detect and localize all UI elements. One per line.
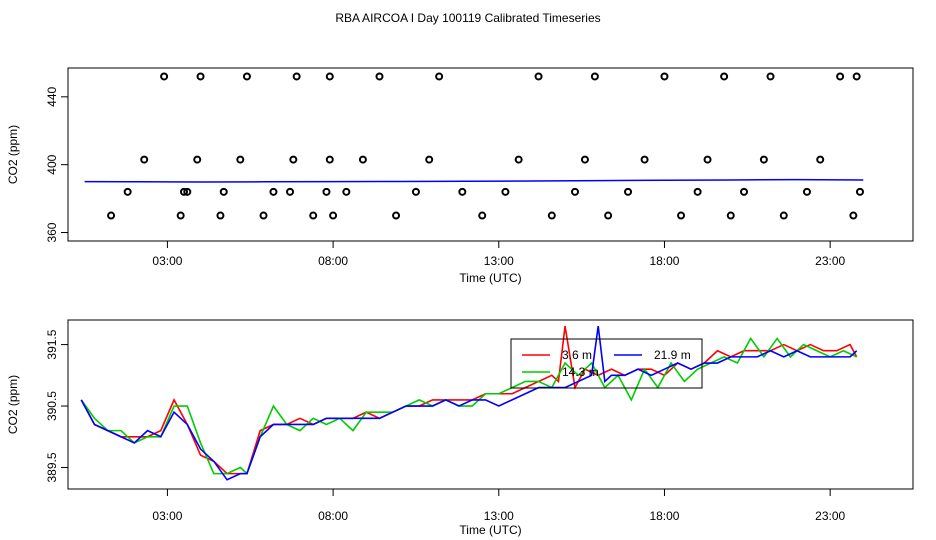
scatter-point: [836, 72, 845, 81]
y-tick-label: 391.5: [45, 329, 59, 359]
scatter-point: [501, 187, 510, 196]
plot-frame: [67, 67, 914, 242]
series-line-1: [80, 336, 858, 476]
legend: 3.6 m 14.3 m 21.9 m: [510, 338, 703, 389]
scatter-point: [309, 211, 318, 220]
scatter-point: [358, 155, 367, 164]
scatter-point: [514, 155, 523, 164]
scatter-point: [236, 155, 245, 164]
scatter-point: [580, 155, 589, 164]
x-tick-label: 03:00: [152, 509, 182, 523]
y-axis-label: CO2 (ppm): [6, 125, 20, 184]
scatter-point: [779, 211, 788, 220]
scatter-point: [855, 187, 864, 196]
scatter-point: [624, 187, 633, 196]
scatter-point: [740, 187, 748, 196]
scatter-point: [677, 211, 686, 220]
scatter-point: [802, 187, 811, 196]
x-tick-label: 08:00: [318, 254, 348, 268]
scatter-point: [269, 187, 278, 196]
legend-label-0: 3.6 m: [562, 348, 592, 362]
scatter-point: [179, 187, 188, 196]
y-tick-label: 440: [45, 87, 59, 107]
scatter-point: [176, 211, 185, 220]
scatter-point: [107, 211, 116, 220]
scatter-point: [342, 187, 351, 196]
scatter-point: [242, 72, 251, 81]
scatter-point: [322, 187, 331, 196]
scatter-point: [329, 211, 338, 220]
scatter-point: [458, 187, 467, 196]
scatter-point: [160, 72, 169, 81]
y-tick-label: 389.5: [45, 452, 59, 482]
scatter-point: [534, 72, 543, 81]
scatter-point: [766, 72, 775, 81]
legend-label-1: 14.3 m: [562, 365, 599, 379]
bottom-panel: 03:00 08:00 13:00 18:00 23:00 389.5 390.5 391.5…: [6, 319, 914, 537]
scatter-point: [660, 72, 669, 81]
plot-frame: [67, 319, 914, 490]
scatter-point: [478, 211, 487, 220]
x-tick-label: 23:00: [815, 509, 845, 523]
scatter-point: [425, 155, 434, 164]
scatter-point: [411, 187, 420, 196]
scatter-point: [259, 211, 268, 220]
scatter-point: [289, 155, 298, 164]
series-line-0: [80, 326, 858, 475]
scatter-point: [640, 155, 649, 164]
x-tick-label: 03:00: [152, 254, 182, 268]
scatter-point: [852, 72, 861, 81]
scatter-point: [140, 155, 149, 164]
scatter-point: [216, 211, 225, 220]
scatter-point: [183, 187, 192, 196]
scatter-point: [325, 155, 334, 164]
x-tick-label: 23:00: [815, 254, 845, 268]
scatter-point: [286, 187, 295, 196]
series-line-2: [80, 326, 858, 481]
x-tick-label: 18:00: [649, 254, 679, 268]
scatter-point: [547, 211, 556, 220]
x-tick-label: 13:00: [484, 509, 514, 523]
scatter-point: [571, 187, 579, 196]
scatter-point: [590, 72, 599, 81]
x-tick-label: 08:00: [318, 509, 348, 523]
y-tick-label: 400: [45, 154, 59, 174]
scatter-point: [693, 187, 702, 196]
legend-frame: [510, 338, 703, 389]
scatter-point: [196, 72, 205, 81]
scatter-point: [703, 155, 712, 164]
top-panel: 03:00 08:00 13:00 18:00 23:00 360 400 440 Time (…: [6, 67, 914, 285]
x-tick-label: 13:00: [484, 254, 514, 268]
scatter-point: [193, 155, 202, 164]
legend-label-2: 21.9 m: [654, 348, 691, 362]
scatter-point: [219, 187, 228, 196]
scatter-point: [375, 72, 384, 81]
y-tick-label: 360: [45, 222, 59, 242]
scatter-point: [720, 72, 729, 81]
y-tick-label: 390.5: [45, 391, 59, 421]
y-axis-label: CO2 (ppm): [6, 375, 20, 434]
scatter-point: [392, 211, 401, 220]
scatter-point: [435, 72, 444, 81]
scatter-point: [759, 155, 768, 164]
flat-series-line: [84, 178, 864, 183]
scatter-point: [292, 72, 301, 81]
x-axis-label: Time (UTC): [459, 523, 521, 537]
x-tick-label: 18:00: [649, 509, 679, 523]
x-axis-label: Time (UTC): [459, 271, 521, 285]
scatter-point: [816, 155, 825, 164]
scatter-point: [726, 211, 735, 220]
scatter-point: [325, 72, 334, 81]
chart-title: RBA AIRCOA I Day 100119 Calibrated Times…: [335, 11, 600, 25]
scatter-point: [849, 211, 858, 220]
scatter-point: [123, 187, 132, 196]
scatter-point: [604, 211, 613, 220]
